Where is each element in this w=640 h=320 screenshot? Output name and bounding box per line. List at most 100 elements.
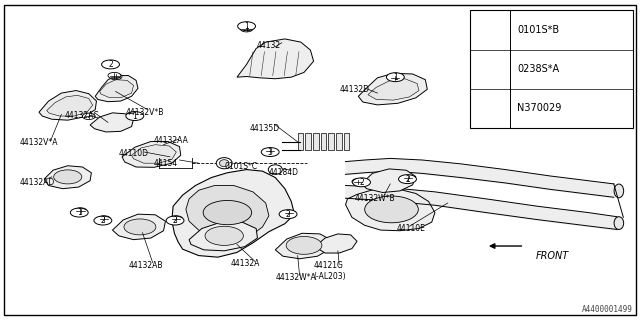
Circle shape <box>240 26 253 32</box>
Ellipse shape <box>614 217 623 229</box>
Circle shape <box>480 25 500 35</box>
Text: 2: 2 <box>108 60 113 69</box>
Text: 2: 2 <box>488 65 493 74</box>
Circle shape <box>261 148 279 156</box>
Polygon shape <box>47 95 93 116</box>
Ellipse shape <box>614 184 623 198</box>
Text: 2: 2 <box>359 178 364 187</box>
Polygon shape <box>186 186 269 241</box>
Text: 0101S*C: 0101S*C <box>224 162 257 171</box>
Polygon shape <box>132 145 176 163</box>
Circle shape <box>480 103 500 114</box>
Text: 44132AA: 44132AA <box>154 136 189 145</box>
Bar <box>336 133 342 150</box>
Text: 3: 3 <box>488 104 493 113</box>
Circle shape <box>237 22 255 31</box>
Circle shape <box>388 75 401 81</box>
Circle shape <box>70 208 88 217</box>
Text: 1: 1 <box>488 25 493 35</box>
Text: N370029: N370029 <box>517 103 562 114</box>
Ellipse shape <box>268 165 282 174</box>
Text: 44132AD: 44132AD <box>20 178 55 187</box>
Circle shape <box>283 210 296 216</box>
Polygon shape <box>172 170 294 257</box>
Text: 44110E: 44110E <box>397 224 426 233</box>
Polygon shape <box>275 233 332 259</box>
Polygon shape <box>315 234 357 253</box>
Circle shape <box>402 175 415 182</box>
Circle shape <box>102 60 120 69</box>
Ellipse shape <box>216 158 232 169</box>
Text: 1: 1 <box>132 112 137 121</box>
Circle shape <box>352 179 365 185</box>
Polygon shape <box>113 214 166 240</box>
Polygon shape <box>362 169 416 193</box>
Text: 44132W*A: 44132W*A <box>275 273 316 282</box>
Text: 44132: 44132 <box>256 41 280 50</box>
Text: 3: 3 <box>268 148 273 156</box>
Polygon shape <box>95 76 138 102</box>
Bar <box>321 133 326 150</box>
Circle shape <box>108 72 121 79</box>
Text: 2: 2 <box>285 210 291 219</box>
Bar <box>470 10 633 128</box>
Text: 1: 1 <box>77 208 82 217</box>
Circle shape <box>353 178 371 187</box>
Text: 2: 2 <box>100 216 105 225</box>
Polygon shape <box>44 166 92 189</box>
Circle shape <box>205 226 243 245</box>
Text: 44132V*B: 44132V*B <box>125 108 164 117</box>
Circle shape <box>54 170 82 184</box>
Circle shape <box>126 112 144 121</box>
Polygon shape <box>100 80 134 98</box>
Ellipse shape <box>220 160 229 167</box>
Text: 44154: 44154 <box>154 159 178 168</box>
Text: 1: 1 <box>393 73 397 82</box>
Text: 44132AC: 44132AC <box>65 111 99 120</box>
Circle shape <box>98 216 111 222</box>
Polygon shape <box>122 141 180 167</box>
Circle shape <box>399 175 417 184</box>
Circle shape <box>170 216 182 222</box>
Circle shape <box>109 73 122 80</box>
Circle shape <box>94 216 112 225</box>
Circle shape <box>387 73 404 82</box>
Polygon shape <box>90 113 134 132</box>
Text: 44132W*B: 44132W*B <box>355 194 396 203</box>
Text: 2: 2 <box>405 175 410 184</box>
Bar <box>305 133 311 150</box>
Text: 0238S*A: 0238S*A <box>517 64 559 74</box>
Text: 2: 2 <box>173 216 177 225</box>
Circle shape <box>279 210 297 219</box>
Text: 44132AB: 44132AB <box>129 261 163 270</box>
Text: FRONT: FRONT <box>536 252 569 261</box>
Circle shape <box>203 200 252 225</box>
Polygon shape <box>189 222 257 251</box>
Circle shape <box>480 64 500 74</box>
Circle shape <box>286 236 322 254</box>
Text: 1: 1 <box>244 22 249 31</box>
Text: 44132A: 44132A <box>230 259 260 268</box>
Text: 44184D: 44184D <box>269 168 299 177</box>
Bar <box>298 133 303 150</box>
Polygon shape <box>39 91 97 120</box>
Circle shape <box>166 216 184 225</box>
Bar <box>328 133 334 150</box>
Text: A4400001499: A4400001499 <box>582 305 633 314</box>
Text: 44132V*A: 44132V*A <box>20 138 58 147</box>
Text: 0101S*B: 0101S*B <box>517 25 559 35</box>
Text: 44135D: 44135D <box>250 124 280 132</box>
Bar <box>313 133 319 150</box>
Polygon shape <box>346 189 435 231</box>
Circle shape <box>365 196 419 223</box>
Circle shape <box>264 148 276 155</box>
Polygon shape <box>237 39 314 79</box>
Text: 44121G: 44121G <box>314 261 344 270</box>
Bar <box>344 133 349 150</box>
Circle shape <box>74 208 87 214</box>
Text: (-AL203): (-AL203) <box>314 272 346 281</box>
Circle shape <box>124 219 156 235</box>
Polygon shape <box>368 79 419 100</box>
Text: 44110D: 44110D <box>119 149 149 158</box>
Circle shape <box>83 113 95 120</box>
